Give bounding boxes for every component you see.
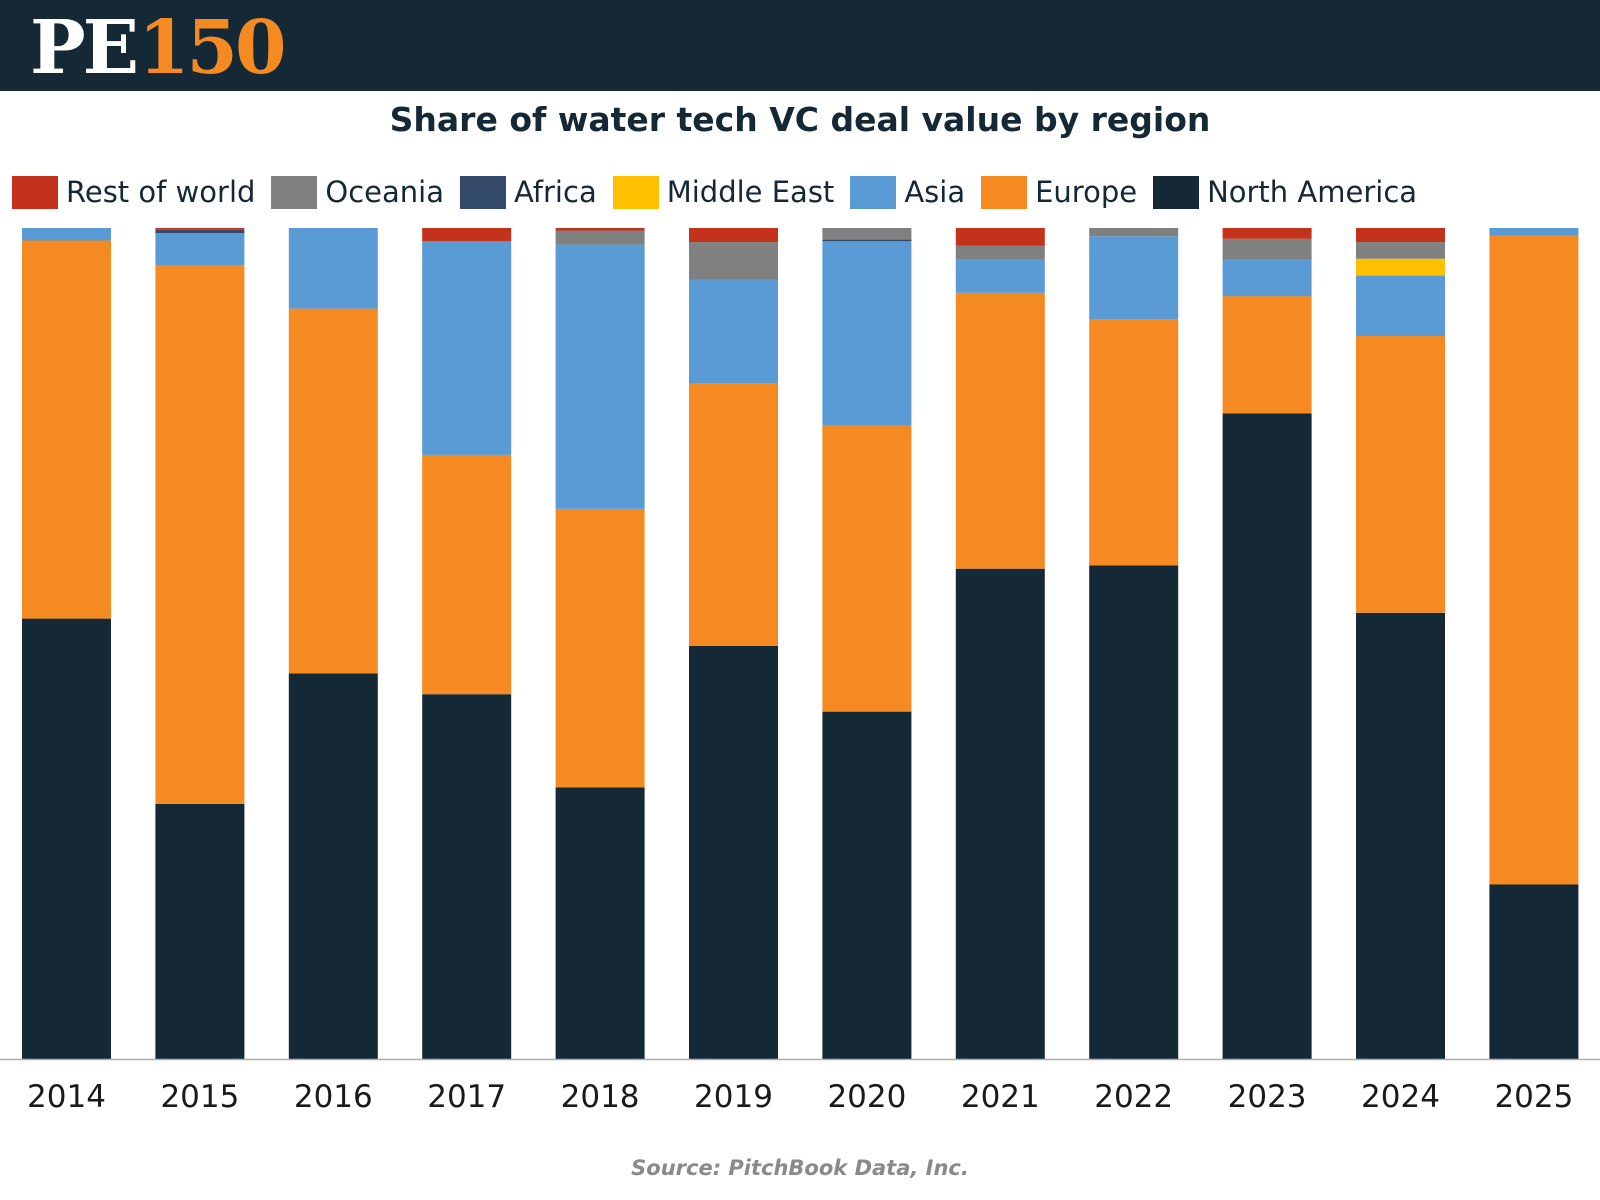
bar-2021-north-america — [955, 568, 1045, 1059]
x-tick-label: 2019 — [694, 1079, 773, 1115]
x-tick-label: 2018 — [561, 1079, 640, 1115]
legend-label: Asia — [904, 175, 966, 209]
bar-2020-asia — [822, 241, 912, 426]
stacked-bar-chart: 2014 2015 2016 2017 2018 2019 2020 2021 2022 2023… — [0, 228, 1600, 1115]
logo-number: 150 — [138, 5, 286, 91]
bar-2016-europe — [288, 308, 378, 674]
bar-2020-africa — [822, 239, 912, 242]
x-tick-label: 2025 — [1494, 1079, 1573, 1115]
legend-label: Africa — [514, 175, 597, 209]
x-tick-label: 2017 — [427, 1079, 506, 1115]
bar-2023-asia — [1222, 259, 1312, 297]
x-tick-label: 2020 — [827, 1079, 906, 1115]
legend-label: Oceania — [325, 175, 444, 209]
legend-swatch — [981, 175, 1028, 209]
bar-2025-asia — [1489, 228, 1579, 236]
bar-2019-europe — [689, 383, 778, 646]
bar-2014-asia — [22, 228, 111, 241]
bar-2017-europe — [422, 454, 512, 695]
bar-2023-rest-of-world — [1222, 228, 1312, 239]
chart-legend: Rest of world Oceania Africa Middle East Asi… — [12, 170, 1433, 214]
bar-2016-north-america — [288, 673, 378, 1059]
legend-item-rest-of-world: Rest of world — [12, 175, 255, 209]
bar-2019-rest-of-world — [689, 228, 778, 243]
bar-2018-oceania — [555, 230, 645, 245]
bar-2020-north-america — [822, 711, 912, 1059]
bar-2022-north-america — [1089, 565, 1179, 1059]
legend-label: Middle East — [666, 175, 835, 209]
bar-2024-north-america — [1356, 612, 1445, 1059]
legend-label: Rest of world — [66, 175, 256, 209]
x-tick-label: 2023 — [1228, 1079, 1307, 1115]
bar-2014-north-america — [22, 618, 111, 1059]
legend-swatch — [850, 175, 897, 209]
bar-2024-asia — [1356, 275, 1445, 337]
bar-2018-north-america — [555, 787, 645, 1059]
legend-swatch — [612, 175, 659, 209]
bar-2019-north-america — [689, 646, 778, 1059]
bar-2022-asia — [1089, 236, 1179, 320]
chart-title: Share of water tech VC deal value by reg… — [389, 100, 1211, 139]
legend-label: Europe — [1035, 175, 1138, 209]
bar-2024-oceania — [1356, 242, 1445, 259]
bar-2024-rest-of-world — [1356, 228, 1445, 243]
bar-2021-europe — [955, 292, 1045, 569]
bar-2021-rest-of-world — [955, 228, 1045, 246]
legend-item-oceania: Oceania — [271, 175, 444, 209]
bar-2019-oceania — [689, 242, 778, 280]
bar-2017-asia — [422, 241, 512, 455]
bar-2021-asia — [955, 259, 1045, 293]
bar-2015-asia — [155, 233, 245, 266]
x-tick-label: 2024 — [1361, 1079, 1440, 1115]
bar-2023-north-america — [1222, 413, 1312, 1059]
logo-text: PE — [30, 5, 139, 91]
bar-2016-asia — [288, 228, 378, 309]
bar-2014-europe — [22, 240, 111, 619]
legend-swatch — [460, 175, 506, 209]
bar-2023-europe — [1222, 296, 1312, 414]
bar-2024-europe — [1356, 336, 1445, 613]
legend-swatch — [1153, 175, 1200, 209]
x-tick-label: 2022 — [1094, 1079, 1173, 1115]
bar-2020-europe — [822, 425, 912, 712]
bar-2022-europe — [1089, 319, 1179, 566]
legend-item-africa: Africa — [460, 175, 597, 209]
pe150-logo: PE150 — [30, 4, 287, 92]
legend-item-north-america: North America — [1153, 175, 1417, 209]
x-tick-label: 2015 — [160, 1079, 239, 1115]
legend-item-asia: Asia — [850, 175, 965, 209]
bar-2025-europe — [1489, 235, 1579, 885]
x-tick-label: 2016 — [294, 1079, 373, 1115]
bar-2019-asia — [689, 279, 778, 384]
bar-2020-oceania — [822, 228, 912, 240]
x-tick-label: 2014 — [27, 1079, 106, 1115]
bar-2018-asia — [555, 244, 645, 509]
brand-header: PE150 — [0, 0, 1600, 91]
legend-item-middle-east: Middle East — [612, 175, 835, 209]
bar-2025-north-america — [1489, 884, 1579, 1059]
bar-2023-oceania — [1222, 238, 1312, 260]
bar-2021-oceania — [955, 245, 1045, 260]
bar-2017-north-america — [422, 694, 512, 1059]
bar-2015-europe — [155, 265, 245, 804]
legend-swatch — [12, 175, 58, 209]
bar-2024-middle-east — [1356, 258, 1445, 276]
legend-item-europe: Europe — [981, 175, 1137, 209]
bar-2022-oceania — [1089, 228, 1179, 237]
bar-2017-rest-of-world — [422, 228, 512, 242]
bar-2015-africa — [155, 229, 245, 233]
bar-2018-europe — [555, 508, 645, 788]
bar-2015-north-america — [155, 803, 245, 1059]
bar-2018-rest-of-world — [555, 228, 645, 231]
legend-swatch — [271, 175, 318, 209]
legend-label: North America — [1207, 175, 1418, 209]
x-tick-label: 2021 — [961, 1079, 1040, 1115]
bar-2015-rest-of-world — [155, 228, 245, 230]
source-note: Source: PitchBook Data, Inc. — [631, 1156, 969, 1180]
